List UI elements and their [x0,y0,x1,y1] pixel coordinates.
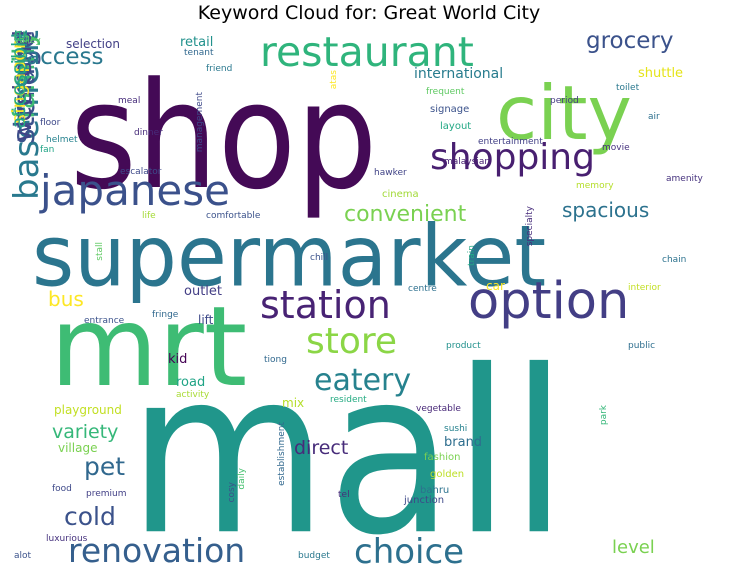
word-luxurious: luxurious [46,534,88,544]
word-grocery: grocery [586,30,674,54]
word-kid: kid [168,352,188,367]
word-toilet: toilet [616,83,640,93]
word-convenient: convenient [344,202,467,227]
word-train: train [467,245,477,266]
word-car: car [486,279,505,293]
word-selection: selection [66,37,120,51]
word-brand: brand [444,435,483,450]
word-atas: atas [329,70,339,90]
word-vegetable: vegetable [416,404,461,414]
word-mrt: mrt [50,283,248,412]
word-helmet: helmet [46,135,78,145]
word-fashion: fashion [424,452,461,463]
word-option: option [468,272,630,331]
word-product: product [446,341,481,351]
word-chill: chill [310,253,329,263]
word-friend: friend [206,64,233,74]
word-golden: golden [430,469,465,480]
word-cosy: cosy [227,482,237,503]
word-renovation: renovation [68,531,246,570]
word-shuttle: shuttle [638,66,684,81]
word-eatery: eatery [314,363,412,398]
word-meal: meal [118,96,141,106]
word-direct: direct [294,437,349,459]
word-shop: shop [70,51,378,223]
word-park: park [599,405,609,426]
word-resident: resident [330,395,367,405]
word-signage: signage [430,104,470,115]
word-city: city [496,69,632,157]
word-village: village [58,441,98,455]
word-centre: centre [408,284,437,294]
word-activity: activity [176,390,210,400]
word-restaurant: restaurant [260,30,474,76]
word-international: international [414,66,504,82]
word-memory: memory [576,181,614,191]
word-food: food [52,484,72,494]
word-frequent: frequent [426,87,465,97]
word-tel: tel [338,490,350,500]
word-malaysian: malaysian [444,157,491,167]
chart-title: Keyword Cloud for: Great World City [197,2,541,24]
word-junction: junction [404,495,445,506]
word-premium: premium [86,489,127,499]
word-road: road [176,375,206,390]
word-japanese: japanese [40,166,230,215]
word-movie: movie [602,143,630,153]
word-tenant: tenant [184,48,214,58]
word-station: station [260,283,391,327]
word-period: period [550,96,579,106]
word-comfortable: comfortable [206,211,261,221]
word-cloud: mall shop supermarket mrt city option restaura… [10,30,730,574]
word-variety: variety [52,421,119,443]
word-sushi: sushi [444,424,468,434]
word-shopping: shopping [430,137,595,178]
word-fringe: fringe [152,310,179,320]
word-tiong: tiong [264,355,287,365]
word-establishment: establishment [277,422,287,486]
word-entertainment: entertainment [478,137,543,147]
word-public: public [628,341,656,351]
word-dinner: dinner [134,128,163,138]
word-alot: alot [14,551,32,561]
word-valley: valley [14,36,41,46]
word-mall: mall [128,323,568,574]
word-life: life [142,211,156,221]
word-stall: stall [95,242,105,261]
word-air: air [648,112,660,122]
word-entrance: entrance [84,316,125,326]
word-supermarket: supermarket [32,207,547,307]
word-access: access [26,44,104,70]
word-retail: retail [180,35,214,50]
word-chain: chain [662,255,687,265]
word-cinema: cinema [382,189,419,200]
word-layout: layout [440,121,472,132]
word-budget: budget [298,551,330,561]
word-level: level [612,537,655,558]
word-lift: lift [198,313,214,327]
word-management: management [195,92,205,153]
word-bahru: bahru [420,485,450,496]
word-fan: fan [40,145,55,155]
word-playground: playground [54,403,122,417]
word-outlet: outlet [184,284,222,299]
word-daily: daily [237,468,247,490]
word-bus: bus [48,287,84,311]
word-pet: pet [84,452,126,481]
word-hawker: hawker [374,168,407,178]
word-cold: cold [64,502,116,531]
word-mix: mix [282,396,305,410]
word-interior: interior [628,283,661,293]
word-specialty: specialty [525,206,535,247]
word-escalator: escalator [120,167,162,177]
word-spacious: spacious [562,198,650,222]
word-store: store [306,321,398,362]
word-choice: choice [354,532,465,572]
word-amenity: amenity [666,174,703,184]
word-floor: floor [40,118,61,128]
